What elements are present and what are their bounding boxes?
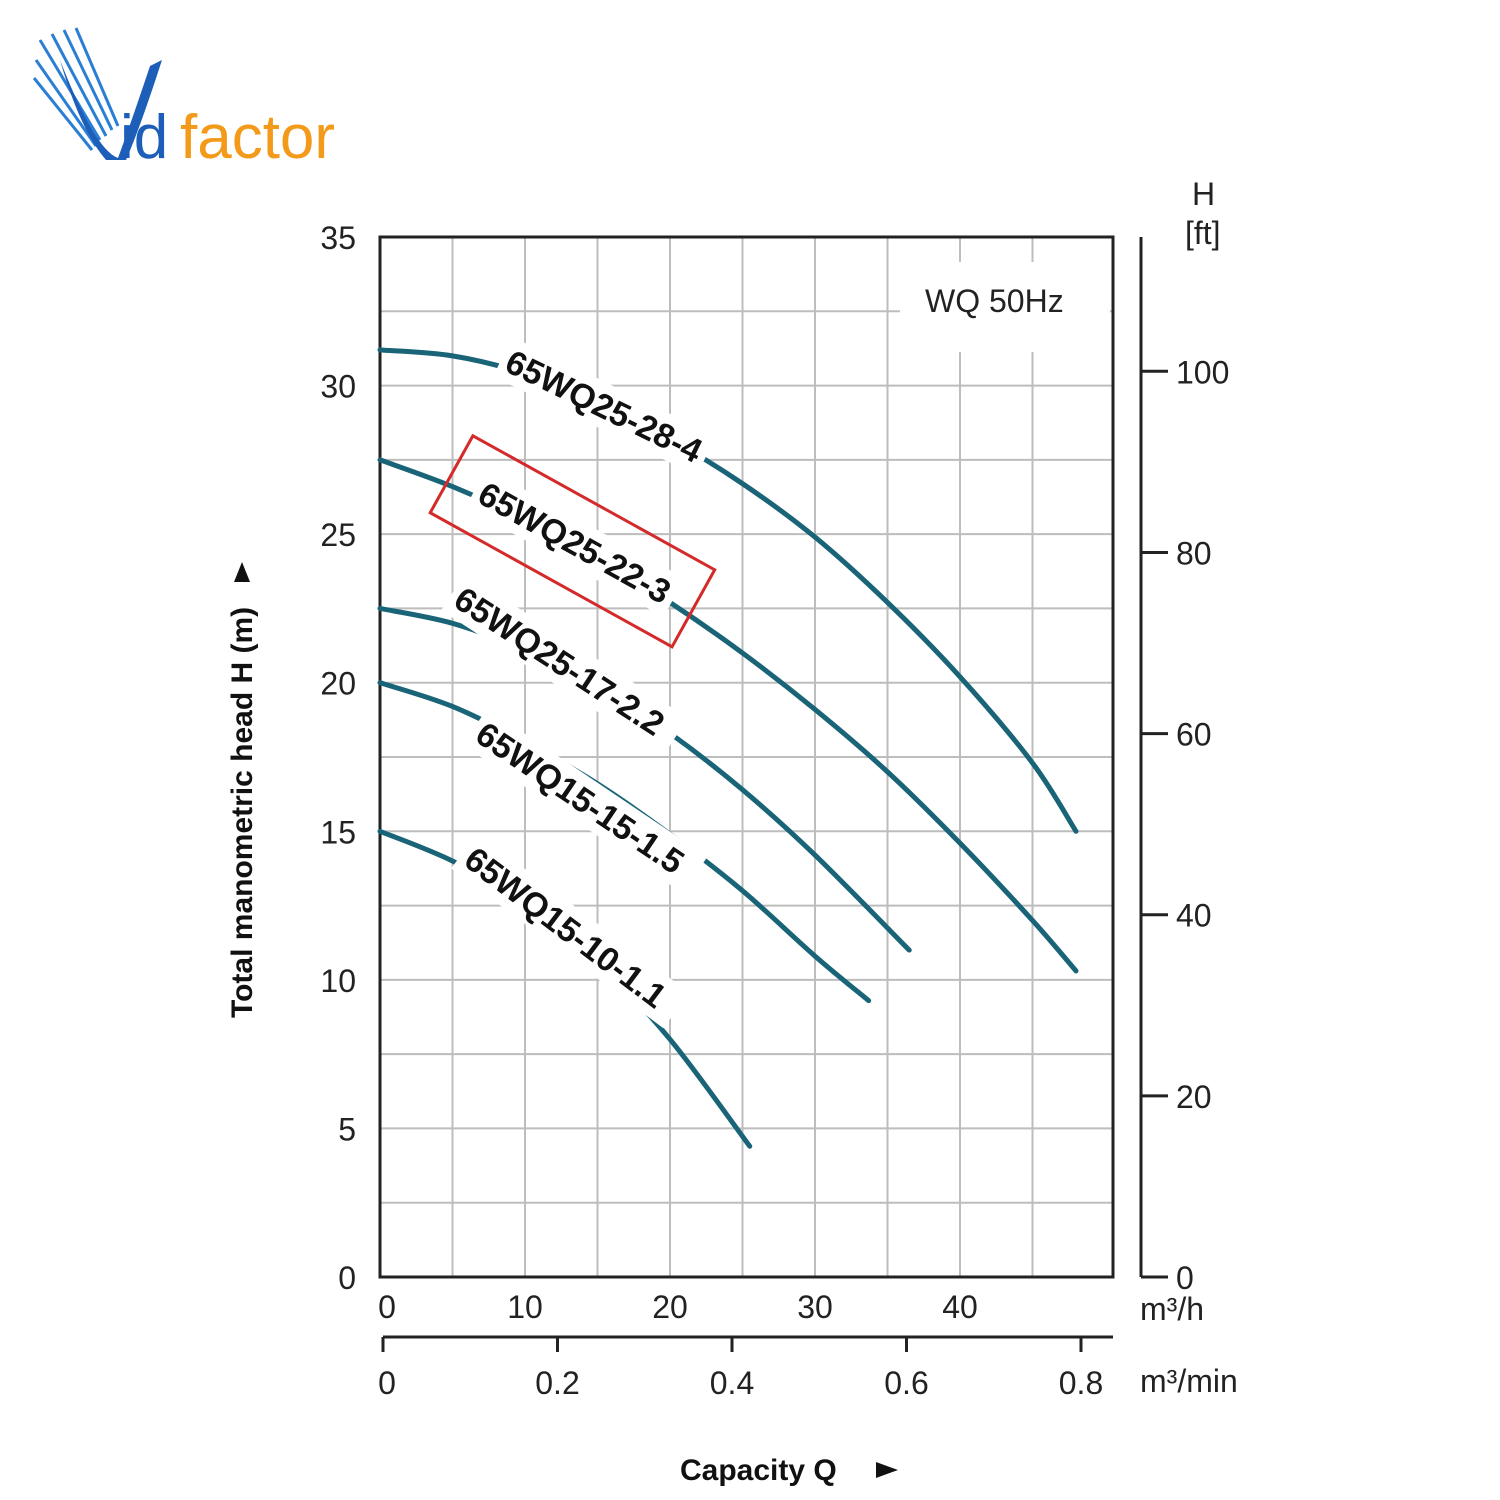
- x-axis-title: Capacity Q: [680, 1454, 837, 1487]
- y-axis-arrow-icon: [234, 562, 250, 582]
- right-ft-tick-label: 80: [1176, 535, 1212, 571]
- curve-65WQ15-10-1.1: [377, 828, 753, 1149]
- curve-label-mask: [462, 708, 708, 894]
- curve-label-mask: [465, 468, 685, 617]
- curve-label-mask: [493, 336, 716, 476]
- curve-label-65WQ15-10-1.1: 65WQ15-10-1.1: [457, 840, 673, 1016]
- logo-text-factor: factor: [180, 103, 335, 172]
- y-tick-label: 5: [338, 1111, 356, 1147]
- secondary-x-tick-label: 0: [378, 1365, 396, 1401]
- y-tick-label: 25: [320, 517, 356, 553]
- y-tick-label: 30: [320, 369, 356, 405]
- right-ft-tick-label: 0: [1176, 1260, 1194, 1296]
- x-tick-label: 40: [942, 1289, 978, 1325]
- chart-note: WQ 50Hz: [925, 283, 1064, 319]
- y-tick-label: 15: [320, 814, 356, 850]
- highlight-box: [428, 433, 717, 649]
- secondary-x-axis-ticks: 0 0.2 0.4 0.6 0.8: [378, 1337, 1103, 1401]
- curve-label-mask: [441, 573, 688, 755]
- x-axis-arrow-icon: [876, 1462, 898, 1478]
- y-tick-label: 35: [320, 220, 356, 256]
- right-axis-title: H: [1192, 176, 1215, 212]
- right-ft-tick-label: 100: [1176, 354, 1229, 390]
- curve-label-group: 65WQ25-28-4: [493, 336, 716, 476]
- secondary-x-tick-label: 0.8: [1059, 1365, 1103, 1401]
- secondary-x-tick-label: 0.6: [884, 1365, 928, 1401]
- y-tick-label: 0: [338, 1260, 356, 1296]
- right-axis-unit: [ft]: [1185, 215, 1221, 251]
- x-unit-secondary: m³/min: [1140, 1363, 1238, 1399]
- y-axis-ticks: 0 5 10 15 20 25 30 35: [320, 220, 356, 1296]
- curve-65WQ25-17-2.2: [377, 605, 912, 953]
- x-tick-label: 30: [797, 1289, 833, 1325]
- x-tick-label: 0: [378, 1289, 396, 1325]
- x-axis-ticks: 0 10 20 30 40: [378, 1289, 978, 1325]
- curve-label-mask: [451, 833, 690, 1029]
- right-ft-tick-label: 60: [1176, 717, 1212, 753]
- curve-label-65WQ25-28-4: 65WQ25-28-4: [499, 343, 708, 471]
- secondary-x-tick-label: 0.2: [535, 1365, 579, 1401]
- right-ft-axis-ticks: 0 20 40 60 80 100: [1141, 354, 1229, 1296]
- y-tick-label: 10: [320, 963, 356, 999]
- bird-wing-icon: [32, 27, 120, 151]
- right-ft-tick-label: 20: [1176, 1079, 1212, 1115]
- logo-text-id: id: [120, 103, 168, 172]
- right-ft-tick-label: 40: [1176, 898, 1212, 934]
- x-unit-primary: m³/h: [1140, 1291, 1204, 1327]
- logo-v-shape: [60, 60, 162, 160]
- x-tick-label: 20: [652, 1289, 688, 1325]
- secondary-x-tick-label: 0.4: [710, 1365, 754, 1401]
- note-mask: [900, 262, 1110, 352]
- y-tick-label: 20: [320, 666, 356, 702]
- x-tick-label: 10: [507, 1289, 543, 1325]
- plot-area-border: [378, 235, 1115, 1279]
- vidfactor-logo: id factor: [32, 27, 335, 172]
- y-axis-title: Total manometric head H (m): [226, 607, 259, 1018]
